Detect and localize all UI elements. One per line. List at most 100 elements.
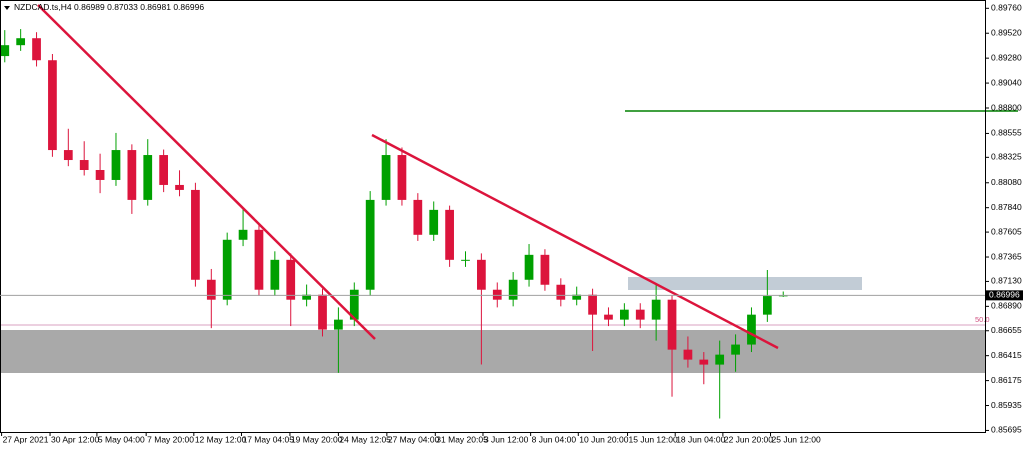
- y-tick-label: 0.88080: [991, 177, 1022, 187]
- candle-body: [588, 294, 597, 315]
- candle-body: [635, 309, 645, 320]
- candles: [0, 29, 788, 419]
- candle-body: [619, 309, 629, 320]
- candle-body: [762, 296, 772, 315]
- price-tag: [986, 290, 1023, 301]
- candle-body: [699, 359, 709, 365]
- candle-body: [191, 189, 200, 280]
- candle-body: [461, 259, 470, 261]
- candle-body: [397, 155, 407, 200]
- candle-body: [318, 294, 327, 330]
- y-tick-label: 0.86175: [991, 375, 1022, 385]
- candle-body: [111, 150, 121, 180]
- candle-body: [747, 314, 756, 345]
- candle-body: [79, 160, 89, 170]
- candle-body: [540, 254, 550, 285]
- trendline: [37, 4, 376, 340]
- last-close: 0.86996: [173, 2, 204, 12]
- resistance-zone: [628, 277, 862, 290]
- trendline: [371, 133, 779, 350]
- price-tag-label: 0.86996: [989, 290, 1020, 300]
- x-tick-label: 7 May 20:00: [147, 434, 194, 444]
- candle-body: [349, 289, 359, 320]
- candle-body: [445, 209, 454, 260]
- y-tick-label: 0.86655: [991, 325, 1022, 335]
- candle-body: [143, 155, 153, 200]
- candle-body: [0, 45, 10, 57]
- y-tick-label: 0.88555: [991, 128, 1022, 138]
- candle-body: [381, 155, 391, 200]
- x-tick-label: 24 May 12:05: [339, 434, 391, 444]
- x-tick-label: 8 Jun 04:00: [532, 434, 577, 444]
- y-tick-label: 0.87130: [991, 276, 1022, 286]
- x-tick-label: 17 May 04:05: [242, 434, 294, 444]
- x-tick-label: 27 Apr 2021: [3, 434, 49, 444]
- y-tick-label: 0.89760: [991, 3, 1022, 13]
- y-tick-label: 0.85935: [991, 400, 1022, 410]
- candle-body: [715, 354, 725, 365]
- candle-body: [413, 199, 423, 235]
- x-tick-label: 15 Jun 12:00: [629, 434, 678, 444]
- y-tick-label: 0.86890: [991, 301, 1022, 311]
- candle-body: [48, 60, 57, 151]
- y-tick-label: 0.89520: [991, 27, 1022, 37]
- x-tick-label: 12 May 12:00: [195, 434, 247, 444]
- x-tick-label: 3 Jun 12:00: [484, 434, 529, 444]
- candle-body: [477, 259, 486, 290]
- last-high: 0.87033: [107, 2, 138, 12]
- x-tick-label: 31 May 20:05: [436, 434, 488, 444]
- x-tick-label: 5 May 04:00: [98, 434, 145, 444]
- candle-body: [63, 150, 73, 161]
- support-zone: [0, 330, 985, 373]
- y-tick-label: 0.88325: [991, 152, 1022, 162]
- candle-body: [683, 349, 693, 360]
- last-low: 0.86981: [140, 2, 171, 12]
- x-tick-label: 30 Apr 12:00: [51, 434, 99, 444]
- y-tick-label: 0.87605: [991, 226, 1022, 236]
- candle-body: [604, 314, 613, 320]
- y-tick-label: 0.87365: [991, 251, 1022, 261]
- candle-body: [175, 184, 184, 190]
- x-tick-label: 22 Jun 20:00: [724, 434, 773, 444]
- candle-body: [286, 259, 296, 300]
- candle-body: [159, 155, 169, 185]
- y-tick-label: 0.89040: [991, 77, 1022, 87]
- candle-body: [429, 209, 439, 235]
- header: NZDCAD.ts,H4 0.86989 0.87033 0.86981 0.8…: [14, 2, 204, 12]
- last-open: 0.86989: [74, 2, 105, 12]
- symbol: NZDCAD.ts,H4: [14, 2, 72, 12]
- candle-body: [127, 150, 137, 200]
- menu-arrow[interactable]: [4, 6, 10, 10]
- x-tick-label: 27 May 04:00: [388, 434, 440, 444]
- y-tick-label: 0.89280: [991, 52, 1022, 62]
- candle-body: [572, 294, 582, 300]
- y-tick-label: 0.87840: [991, 202, 1022, 212]
- candle-body: [492, 289, 502, 300]
- candle-body: [365, 199, 375, 290]
- candle-body: [524, 254, 534, 280]
- candle-body: [556, 284, 566, 300]
- candle-body: [222, 239, 232, 300]
- y-tick-label: 0.85695: [991, 425, 1022, 435]
- y-tick-label: 0.88800: [991, 102, 1022, 112]
- y-tick-label: 0.86415: [991, 350, 1022, 360]
- candle-body: [667, 299, 677, 350]
- candle-body: [206, 279, 216, 300]
- plot-frame: [0, 0, 986, 433]
- candle-body: [16, 38, 26, 46]
- candle-body: [302, 294, 311, 300]
- candle-body: [508, 279, 518, 300]
- candle-body: [254, 229, 264, 290]
- candle-body: [270, 259, 280, 290]
- candle-body: [238, 229, 248, 240]
- x-tick-label: 19 May 20:00: [291, 434, 343, 444]
- fib-label: 50.0: [975, 315, 990, 324]
- candle-body: [651, 299, 661, 320]
- x-tick-label: 18 Jun 04:00: [676, 434, 725, 444]
- candle-body: [95, 169, 105, 180]
- x-tick-label: 25 Jun 12:00: [772, 434, 821, 444]
- candle-body: [731, 344, 740, 355]
- x-tick-label: 10 Jun 20:00: [579, 434, 628, 444]
